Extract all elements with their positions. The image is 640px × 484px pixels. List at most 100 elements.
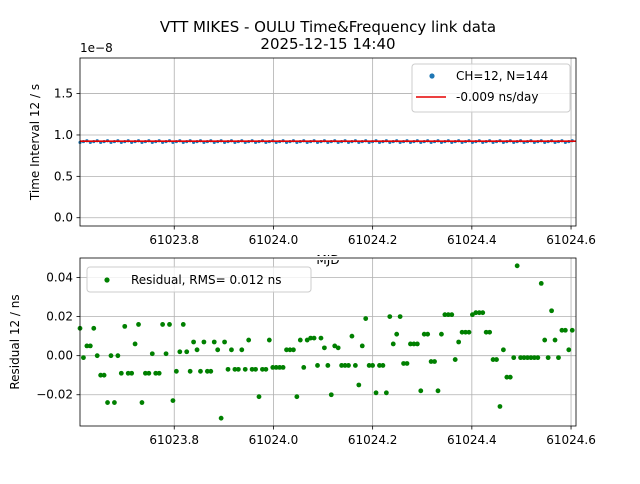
- residual-point: [225, 366, 231, 372]
- residual-point: [125, 370, 131, 376]
- residual-point: [156, 370, 162, 376]
- residual-point: [404, 361, 410, 366]
- residual-point: [445, 312, 451, 318]
- residual-point: [377, 363, 382, 368]
- bottom-series: [77, 263, 575, 421]
- top-y-tick-label: 0.5: [54, 169, 73, 183]
- residual-point: [146, 370, 152, 376]
- residual-point: [542, 337, 548, 343]
- bottom-legend-box: [86, 266, 312, 293]
- residual-point: [363, 316, 369, 321]
- residual-point: [204, 368, 210, 374]
- residual-point: [504, 374, 510, 380]
- residual-point: [339, 363, 345, 368]
- residual-point: [432, 359, 437, 364]
- top-ticks: 61023.8 61024.0 61024.2 61024.4 61024.6 0.0 0.…: [54, 87, 596, 247]
- top-plot: 61023.8 61024.0 61024.2 61024.4 61024.6 0.0 0.…: [0, 41, 640, 267]
- residual-point: [490, 357, 496, 362]
- residual-point: [497, 404, 503, 409]
- bottom-x-tick-label: 61024.0: [249, 433, 299, 447]
- residual-point: [105, 400, 110, 405]
- residual-point: [315, 363, 320, 368]
- residual-point: [487, 329, 493, 335]
- residual-point: [473, 310, 479, 316]
- bottom-plot: 61023.8 61024.0 61024.2 61024.4 61024.6 −0.02…: [8, 257, 596, 447]
- residual-point: [421, 331, 427, 337]
- residual-point: [466, 329, 472, 335]
- chart-subtitle: 2025-12-15 14:40: [260, 35, 395, 53]
- top-x-tick-label: 61023.8: [149, 233, 199, 247]
- residual-point: [239, 347, 245, 353]
- legend-label-points: CH=12, N=144: [456, 69, 548, 83]
- residual-point: [201, 339, 207, 345]
- residual-point: [122, 323, 128, 329]
- residual-point: [408, 341, 413, 347]
- residual-point: [511, 355, 517, 361]
- top-legend: CH=12, N=144 -0.009 ns/day: [411, 63, 571, 113]
- residual-point: [370, 363, 375, 368]
- residual-point: [253, 366, 258, 372]
- residual-point: [132, 341, 138, 347]
- residual-point: [153, 370, 159, 376]
- bottom-y-tick-label: −0.02: [36, 388, 73, 402]
- residual-point: [411, 341, 417, 347]
- bottom-y-tick-label: 0.00: [46, 349, 73, 363]
- bottom-y-tick-label: 0.02: [46, 310, 73, 324]
- residual-point: [108, 353, 114, 359]
- bottom-ticks: 61023.8 61024.0 61024.2 61024.4 61024.6 −0.02…: [36, 271, 596, 447]
- residual-point: [449, 312, 455, 318]
- residual-point: [101, 372, 107, 378]
- residual-point: [170, 398, 176, 404]
- residual-point: [480, 310, 486, 316]
- residual-point: [428, 359, 434, 364]
- residual-point: [229, 347, 234, 353]
- residual-point: [352, 363, 358, 368]
- residual-point: [260, 366, 265, 372]
- bottom-x-tick-label: 61024.6: [546, 433, 596, 447]
- residual-point: [531, 355, 537, 361]
- top-axes-frame: [79, 57, 577, 227]
- residual-point: [291, 347, 296, 353]
- residual-point: [115, 353, 121, 359]
- residual-point: [507, 374, 513, 380]
- residual-point: [439, 331, 444, 337]
- residual-point: [387, 314, 393, 320]
- residual-point: [173, 368, 179, 374]
- residual-point: [552, 337, 558, 343]
- top-x-tick-label: 61024.4: [447, 233, 497, 247]
- residual-point: [149, 351, 155, 357]
- residual-point: [452, 357, 458, 362]
- residual-point: [222, 339, 227, 345]
- residual-point: [84, 343, 90, 349]
- bottom-x-tick-label: 61024.2: [348, 433, 398, 447]
- residual-point: [308, 335, 314, 341]
- residual-point: [559, 327, 565, 333]
- residual-point: [328, 392, 334, 398]
- residual-point: [273, 364, 279, 370]
- residual-point: [566, 347, 572, 353]
- residual-point: [177, 349, 183, 355]
- residual-point: [569, 327, 575, 333]
- residual-point: [456, 339, 462, 345]
- residual-point: [297, 337, 303, 343]
- residual-point: [249, 366, 255, 372]
- residual-point: [208, 368, 214, 374]
- residual-point: [232, 366, 238, 372]
- residual-point: [528, 355, 534, 361]
- legend-label-fit: -0.009 ns/day: [456, 90, 538, 104]
- top-x-tick-label: 61024.6: [546, 233, 596, 247]
- residual-point: [349, 333, 355, 339]
- residual-point: [280, 364, 286, 370]
- residual-point: [194, 347, 200, 353]
- residual-point: [538, 280, 544, 286]
- residual-point: [218, 415, 224, 421]
- top-series: [78, 139, 576, 145]
- residual-point: [180, 322, 186, 327]
- top-y-axis-label: Time Interval 12 / s: [28, 84, 42, 201]
- residual-point: [163, 351, 169, 357]
- residual-point: [463, 329, 468, 335]
- residual-point: [211, 339, 217, 345]
- top-x-tick-label: 61024.2: [348, 233, 398, 247]
- top-y-tick-label: 1.5: [54, 87, 73, 101]
